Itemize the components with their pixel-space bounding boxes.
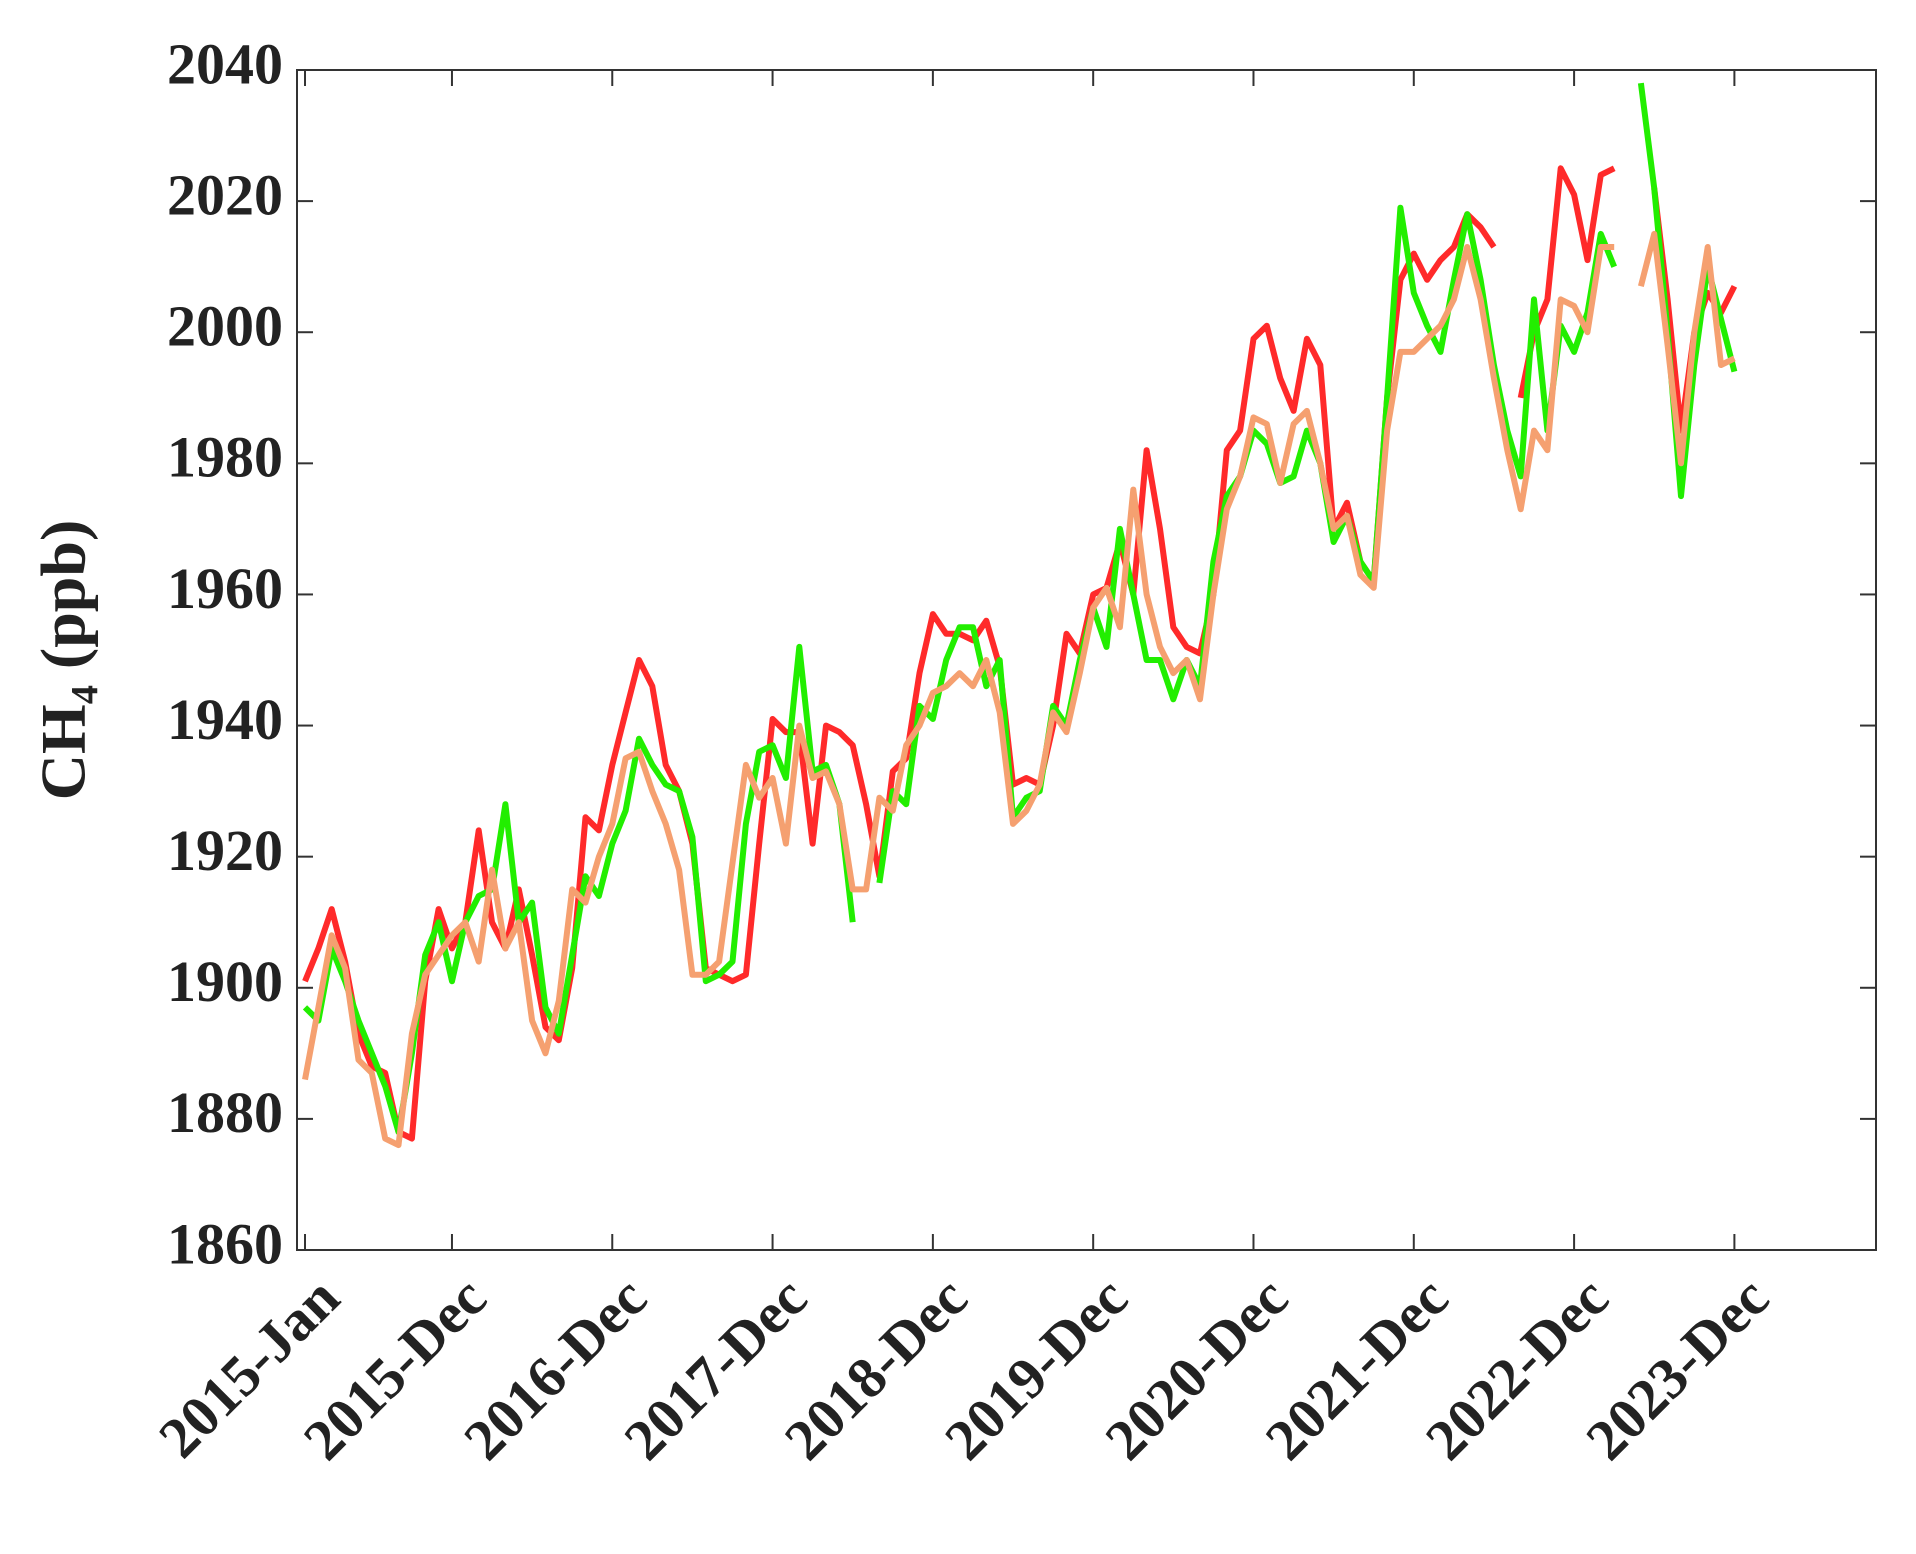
y-tick-label: 1960 bbox=[167, 556, 283, 621]
y-tick-label: 1920 bbox=[167, 818, 283, 883]
y-axis-label: CH₄ (ppb) bbox=[28, 520, 99, 801]
series-line bbox=[302, 230, 1736, 1149]
y-tick-label: 2000 bbox=[167, 294, 283, 359]
series-line bbox=[302, 82, 1738, 1135]
series-line bbox=[302, 165, 1738, 1142]
plot-frame bbox=[296, 69, 1877, 1251]
y-tick-label: 2040 bbox=[167, 31, 283, 96]
y-tick-label: 1860 bbox=[167, 1211, 283, 1276]
plot-area bbox=[302, 82, 1738, 1149]
y-tick-label: 1900 bbox=[167, 949, 283, 1014]
y-tick-label: 1940 bbox=[167, 687, 283, 752]
y-tick-label: 1980 bbox=[167, 425, 283, 490]
y-tick-label: 2020 bbox=[167, 162, 283, 227]
y-tick-label: 1880 bbox=[167, 1080, 283, 1145]
